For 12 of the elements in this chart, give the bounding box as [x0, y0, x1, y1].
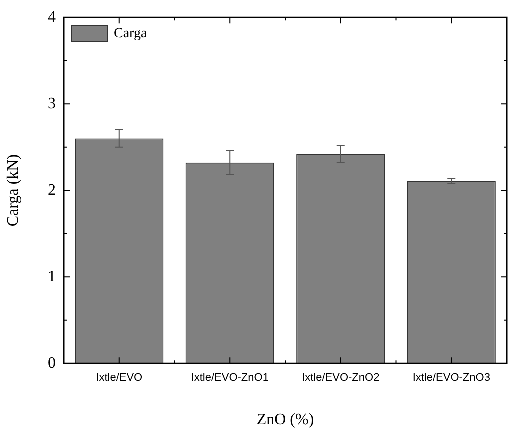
y-tick-label: 2: [48, 182, 56, 199]
x-tick-label: Ixtle/EVO: [96, 372, 144, 384]
legend-label: Carga: [114, 26, 148, 42]
x-tick-label: Ixtle/EVO-ZnO1: [191, 372, 269, 384]
x-tick-label: Ixtle/EVO-ZnO2: [302, 372, 380, 384]
x-axis-title: ZnO (%): [256, 412, 314, 429]
y-tick-label: 1: [48, 268, 56, 286]
y-tick-label: 3: [48, 95, 56, 112]
y-axis-title: Carga (kN): [4, 154, 22, 227]
x-tick-label: Ixtle/EVO-ZnO3: [412, 372, 490, 384]
y-tick-label: 4: [48, 8, 56, 26]
y-tick-label: 0: [48, 354, 56, 372]
